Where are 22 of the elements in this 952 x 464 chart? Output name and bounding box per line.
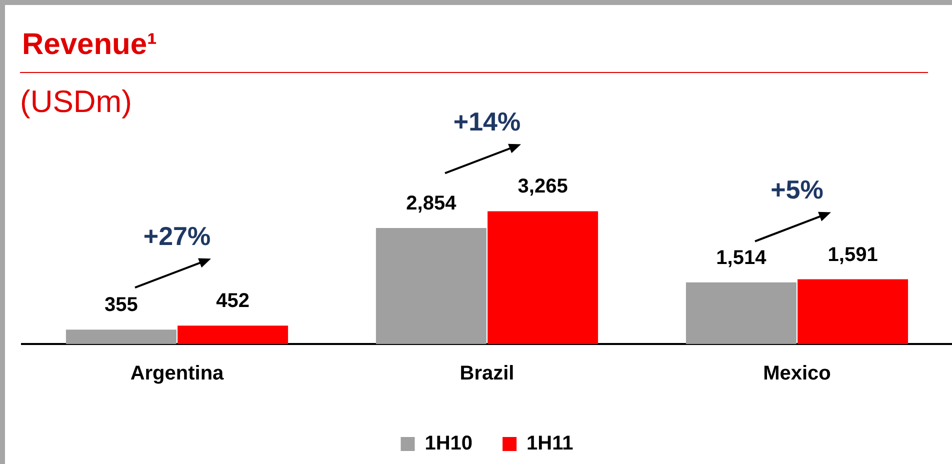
bar bbox=[376, 228, 486, 344]
bar bbox=[488, 211, 598, 344]
chart-subtitle: (USDm) bbox=[20, 84, 132, 120]
x-tick-label: Mexico bbox=[763, 362, 831, 385]
bar bbox=[66, 330, 176, 344]
data-label: 1,591 bbox=[828, 244, 878, 266]
text: +5% bbox=[770, 174, 824, 204]
legend-label: 1H10 bbox=[424, 432, 473, 455]
chart-title: Revenue¹ bbox=[22, 28, 158, 62]
data-label: 452 bbox=[216, 290, 250, 312]
text: +14% bbox=[453, 106, 521, 136]
x-tick-label: Brazil bbox=[460, 362, 514, 385]
data-label: 355 bbox=[104, 294, 138, 316]
x-tick-label: Argentina bbox=[130, 362, 225, 385]
bar bbox=[798, 279, 908, 344]
bar bbox=[178, 326, 288, 344]
legend-label: 1H11 bbox=[526, 432, 574, 455]
data-label: 2,854 bbox=[406, 192, 458, 214]
annotation: +27% bbox=[143, 220, 211, 251]
bar bbox=[686, 282, 796, 344]
data-label: 3,265 bbox=[518, 176, 568, 198]
data-label: 1,514 bbox=[716, 246, 768, 269]
